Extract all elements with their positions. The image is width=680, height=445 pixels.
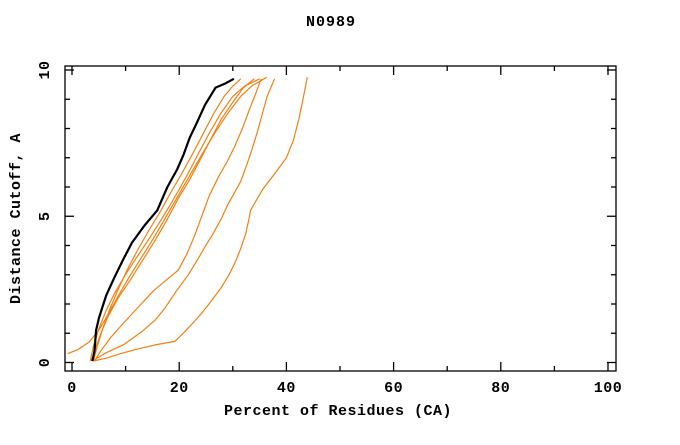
plot-frame xyxy=(64,65,617,372)
x-axis-label: Percent of Residues (CA) xyxy=(224,403,452,420)
y-tick-label: 0 xyxy=(37,358,54,368)
series-orange-line-7 xyxy=(93,77,308,362)
axis-tick-labels: 0 20 40 60 80 100 0 5 10 xyxy=(37,60,622,397)
axis-ticks xyxy=(65,66,616,371)
series-black-thick-line xyxy=(91,77,235,362)
series-orange-line-2 xyxy=(90,78,255,362)
data-series xyxy=(67,76,308,362)
chart-title: N0989 xyxy=(306,14,356,31)
x-tick-label: 40 xyxy=(277,380,296,397)
y-tick-label: 10 xyxy=(37,60,54,79)
series-orange-line-5 xyxy=(67,76,267,355)
x-tick-label: 60 xyxy=(384,380,403,397)
series-orange-line-3 xyxy=(93,78,262,362)
plot-border xyxy=(64,65,617,372)
x-tick-label: 0 xyxy=(67,380,77,397)
series-orange-line-4 xyxy=(89,78,260,362)
y-axis-label: Distance Cutoff, A xyxy=(8,133,25,304)
y-tick-label: 5 xyxy=(37,211,54,221)
x-tick-label: 80 xyxy=(491,380,510,397)
series-orange-line-6 xyxy=(92,78,276,362)
x-tick-label: 100 xyxy=(594,380,623,397)
x-tick-label: 20 xyxy=(170,380,189,397)
